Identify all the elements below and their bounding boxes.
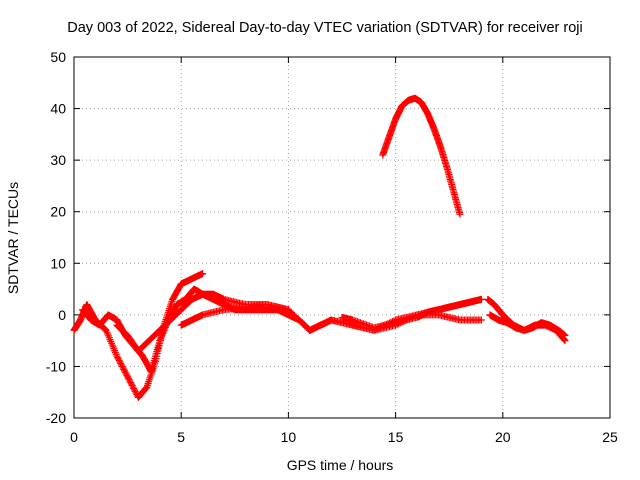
x-tick-label: 20 xyxy=(495,429,511,445)
data-point xyxy=(123,371,131,379)
data-point xyxy=(121,368,129,376)
data-point xyxy=(128,382,136,390)
x-tick-label: 0 xyxy=(70,429,78,445)
data-point xyxy=(156,337,164,345)
data-point xyxy=(300,320,308,328)
data-point xyxy=(146,374,154,382)
data-point xyxy=(158,332,166,340)
data-point xyxy=(145,378,153,386)
data-point xyxy=(306,326,314,334)
y-tick-label: 50 xyxy=(50,49,66,65)
y-tick-label: 40 xyxy=(50,101,66,117)
data-point xyxy=(287,309,295,317)
data-point xyxy=(456,210,464,218)
data-point xyxy=(477,295,485,303)
x-tick-label: 15 xyxy=(388,429,404,445)
data-point xyxy=(124,374,132,382)
data-point xyxy=(158,331,166,339)
data-point xyxy=(132,389,140,397)
data-point xyxy=(118,362,126,370)
data-point xyxy=(114,355,122,363)
data-point xyxy=(307,326,315,334)
data-point xyxy=(127,379,135,387)
y-tick-label: 30 xyxy=(50,152,66,168)
data-point xyxy=(145,376,153,384)
data-point xyxy=(312,323,320,331)
data-point xyxy=(120,365,128,373)
data-point xyxy=(124,373,132,381)
data-point xyxy=(125,376,133,384)
y-tick-label: 0 xyxy=(58,307,66,323)
x-axis-label: GPS time / hours xyxy=(287,457,394,473)
data-point xyxy=(159,329,167,337)
data-point xyxy=(117,359,125,367)
data-point xyxy=(116,358,124,366)
data-point xyxy=(295,316,303,324)
data-point xyxy=(291,312,299,320)
data-point xyxy=(119,364,127,372)
data-point xyxy=(301,322,309,330)
data-point xyxy=(157,334,165,342)
data-point xyxy=(130,385,138,393)
data-point xyxy=(310,324,318,332)
data-point xyxy=(286,307,294,315)
series-arc-1 xyxy=(70,270,207,401)
data-point xyxy=(318,320,326,328)
data-point xyxy=(323,318,331,326)
x-tick-label: 10 xyxy=(281,429,297,445)
plot-frame xyxy=(73,56,611,419)
data-point xyxy=(294,315,302,323)
data-point xyxy=(324,317,332,325)
data-point xyxy=(115,357,123,365)
y-tick-label: 10 xyxy=(50,255,66,271)
data-point xyxy=(117,361,125,369)
data-point xyxy=(127,380,135,388)
data-point xyxy=(289,310,297,318)
series-arc-5 xyxy=(338,295,485,332)
data-point xyxy=(126,377,134,385)
data-point xyxy=(292,313,300,321)
data-point xyxy=(298,319,306,327)
x-axis: 0 5 10 15 20 25 xyxy=(70,57,618,445)
series-arc-8 xyxy=(379,94,464,218)
y-tick-label: 20 xyxy=(50,204,66,220)
data-point xyxy=(315,322,323,330)
data-point xyxy=(477,316,485,324)
data-point xyxy=(321,319,329,327)
data-point xyxy=(199,270,207,278)
data-point xyxy=(156,335,164,343)
data-point xyxy=(130,386,138,394)
data-point xyxy=(113,352,121,360)
data-point xyxy=(114,354,122,362)
data-point xyxy=(320,320,328,328)
series-arc-7 xyxy=(486,311,569,339)
data-point xyxy=(297,317,305,325)
y-axis: -20 -10 0 10 20 30 40 50 xyxy=(46,49,610,426)
data-point xyxy=(122,370,130,378)
data-point xyxy=(131,387,139,395)
y-axis-label: SDTVAR / TECUs xyxy=(5,182,21,294)
data-point xyxy=(129,383,137,391)
data-point xyxy=(121,367,129,375)
data-point xyxy=(317,321,325,329)
data-point xyxy=(313,323,321,331)
y-tick-label: -10 xyxy=(46,358,66,374)
x-tick-label: 5 xyxy=(177,429,185,445)
y-tick-label: -20 xyxy=(46,410,66,426)
x-tick-label: 25 xyxy=(602,429,618,445)
data-point xyxy=(303,323,311,331)
data-points xyxy=(70,94,569,401)
chart-title: Day 003 of 2022, Sidereal Day-to-day VTE… xyxy=(67,20,583,36)
data-point xyxy=(309,325,317,333)
data-point xyxy=(561,331,569,339)
data-point xyxy=(284,306,292,314)
